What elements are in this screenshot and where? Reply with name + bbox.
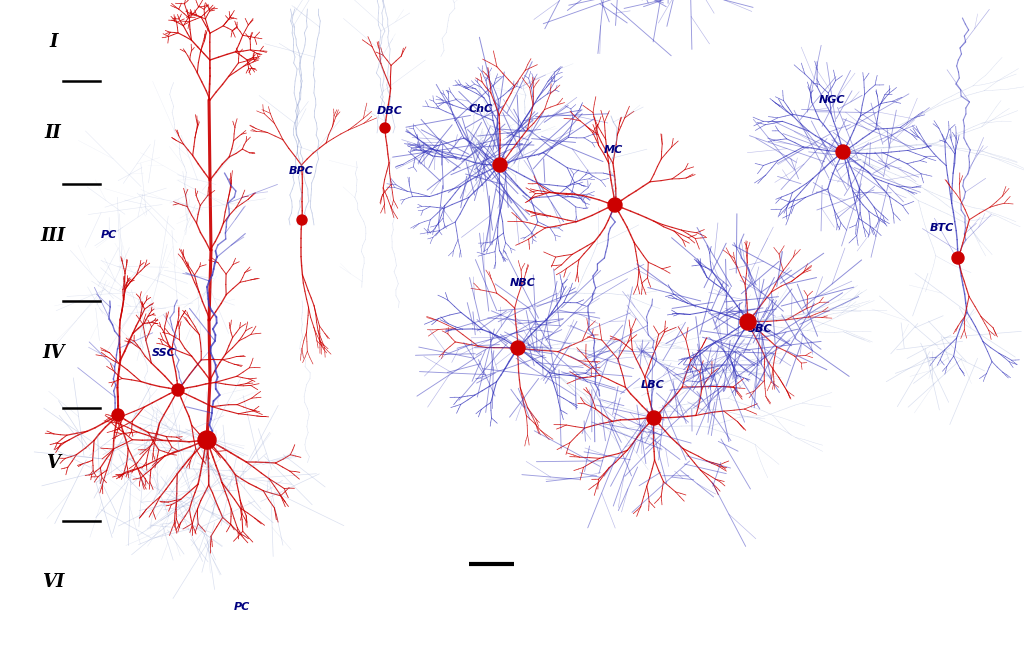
Text: I: I xyxy=(49,33,57,51)
Circle shape xyxy=(172,384,184,396)
Text: NBC: NBC xyxy=(510,278,536,289)
Text: V: V xyxy=(46,454,60,472)
Text: IV: IV xyxy=(42,344,65,362)
Text: PC: PC xyxy=(100,230,117,240)
Text: MC: MC xyxy=(604,145,624,155)
Circle shape xyxy=(198,431,216,449)
Circle shape xyxy=(511,341,525,355)
Text: II: II xyxy=(45,124,61,142)
Text: SBC: SBC xyxy=(748,324,772,334)
Text: BPC: BPC xyxy=(289,166,313,177)
Text: III: III xyxy=(41,227,66,245)
Circle shape xyxy=(297,215,307,225)
Text: DBC: DBC xyxy=(377,106,402,116)
Circle shape xyxy=(493,158,507,172)
Text: NGC: NGC xyxy=(819,95,846,105)
Text: VI: VI xyxy=(42,573,65,591)
Circle shape xyxy=(112,409,124,421)
Circle shape xyxy=(380,123,390,133)
Text: SSC: SSC xyxy=(152,347,175,358)
Text: PC: PC xyxy=(233,602,250,612)
Circle shape xyxy=(647,411,662,425)
Circle shape xyxy=(740,314,756,330)
Text: BTC: BTC xyxy=(930,223,954,233)
Circle shape xyxy=(836,145,850,159)
Text: ChC: ChC xyxy=(469,104,494,114)
Circle shape xyxy=(952,252,964,264)
Text: LBC: LBC xyxy=(641,380,665,390)
Circle shape xyxy=(608,198,622,212)
